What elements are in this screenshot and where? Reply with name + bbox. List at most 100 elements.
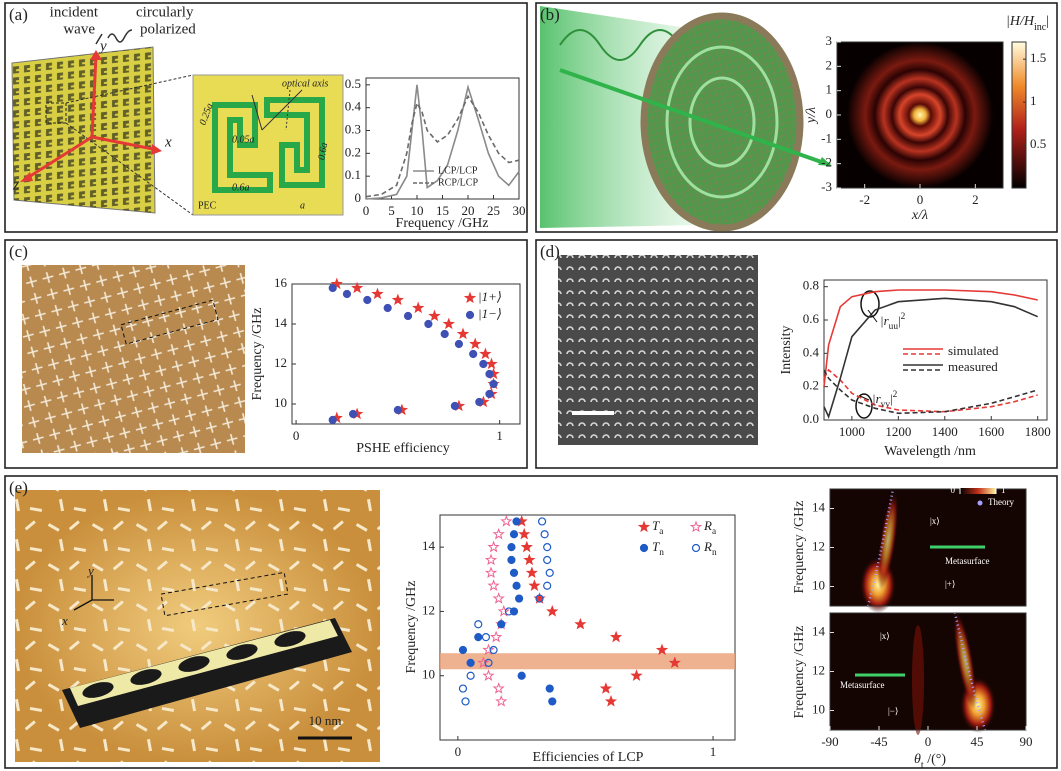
point <box>350 411 357 418</box>
sem-image <box>22 265 245 453</box>
point <box>462 698 469 705</box>
annotation: |rvv|2 <box>872 390 898 410</box>
wave-icon <box>108 30 132 42</box>
point <box>511 531 518 538</box>
text-part: a <box>659 527 664 537</box>
point <box>486 371 493 378</box>
axis-name: y <box>86 563 94 578</box>
y-tick-label: 10 <box>812 577 825 592</box>
colorbar <box>1012 42 1026 188</box>
dimension-label: 0.6a <box>232 182 250 193</box>
text-part: R <box>703 539 712 554</box>
panel-label: (e) <box>9 478 28 497</box>
annotation: |−⟩ <box>888 706 898 716</box>
point <box>544 544 551 551</box>
point <box>632 671 642 680</box>
point <box>486 391 493 398</box>
text-part: vv <box>881 400 891 410</box>
legend-label: LCP/LCP <box>438 165 478 176</box>
point <box>414 303 424 312</box>
x-axis-label: Wavelength /nm <box>884 444 976 459</box>
y-tick-label: -1 <box>821 130 832 145</box>
x-tick-label: 1600 <box>978 424 1004 439</box>
legend-marker <box>467 312 474 319</box>
point <box>458 329 468 338</box>
point <box>546 685 553 692</box>
point <box>475 621 482 628</box>
y-tick-label: 14 <box>422 538 436 553</box>
point <box>329 417 336 424</box>
panel-label: (c) <box>9 242 28 261</box>
point <box>405 313 412 320</box>
point <box>430 311 440 320</box>
y-axis-label: y/λ <box>804 107 819 125</box>
x-tick-label: 90 <box>1020 734 1033 749</box>
dimension-label: a <box>300 200 305 211</box>
y-tick-label: 2 <box>826 57 833 72</box>
point <box>520 529 530 538</box>
point <box>502 516 512 525</box>
y-tick-label: 0.4 <box>803 344 820 359</box>
colorbar-tick-label: 1.5 <box>1030 50 1046 65</box>
text-part: |H/H <box>1006 14 1035 29</box>
point <box>455 341 462 348</box>
x-tick-label: 45 <box>971 734 984 749</box>
legend-label: |1−⟩ <box>478 306 502 321</box>
figure: (a) (b) (c) (d) (e) incident wave circul… <box>0 0 1061 771</box>
x-axis-label: Frequency /GHz <box>396 216 489 231</box>
x-tick-label: 1000 <box>839 424 865 439</box>
panel-label: (d) <box>540 242 560 261</box>
colorbar-tick-label: 0 <box>951 485 956 495</box>
colorbar-tick-label: 1 <box>1030 93 1037 108</box>
point <box>544 557 551 564</box>
image-label: incident <box>50 4 99 20</box>
y-tick-label: 12 <box>422 602 435 617</box>
text-part: /(°) <box>924 752 947 767</box>
point <box>522 542 532 551</box>
point <box>491 632 501 641</box>
point <box>482 634 489 641</box>
map-streak <box>912 625 924 735</box>
text-part: |1+⟩ <box>478 289 502 304</box>
legend-label: Tn <box>652 539 664 558</box>
point <box>459 647 466 654</box>
point <box>489 542 499 551</box>
colorbar-tick-label: 0.5 <box>1030 136 1046 151</box>
text-part: inc <box>1034 22 1047 33</box>
point <box>541 531 548 538</box>
y-tick-label: 10 <box>812 701 825 716</box>
colorbar <box>960 488 996 494</box>
axis-name: x <box>164 134 172 150</box>
axis-name: y <box>98 38 107 54</box>
annotation: |ruu|2 <box>880 312 906 332</box>
x-axis-label: Efficiencies of LCP <box>533 750 644 765</box>
y-tick-label: 0 <box>826 106 833 121</box>
legend-marker <box>691 522 701 531</box>
y-tick-label: 0.2 <box>345 144 361 159</box>
legend-label: Ta <box>652 518 664 537</box>
metasurface-pattern <box>12 47 155 213</box>
y-tick-label: 14 <box>812 623 826 638</box>
point <box>544 582 551 589</box>
x-tick-label: 25 <box>487 203 500 218</box>
point <box>459 685 466 692</box>
x-tick-label: 1800 <box>1025 424 1051 439</box>
x-tick-label: 1400 <box>932 424 958 439</box>
x-tick-label: 1200 <box>885 424 911 439</box>
y-tick-label: -3 <box>821 179 832 194</box>
y-tick-label: 0.8 <box>803 278 819 293</box>
point <box>373 289 383 298</box>
point <box>497 696 507 705</box>
point <box>539 518 546 525</box>
y-axis-label: Intensity <box>779 326 794 375</box>
point <box>329 285 336 292</box>
point <box>425 321 432 328</box>
point <box>475 634 482 641</box>
point <box>611 632 621 641</box>
plot-frame <box>440 515 735 740</box>
y-tick-label: 14 <box>812 499 826 514</box>
legend-label: RCP/LCP <box>438 177 478 188</box>
x-tick-label: 5 <box>388 203 395 218</box>
point <box>484 671 494 680</box>
point <box>486 555 496 564</box>
